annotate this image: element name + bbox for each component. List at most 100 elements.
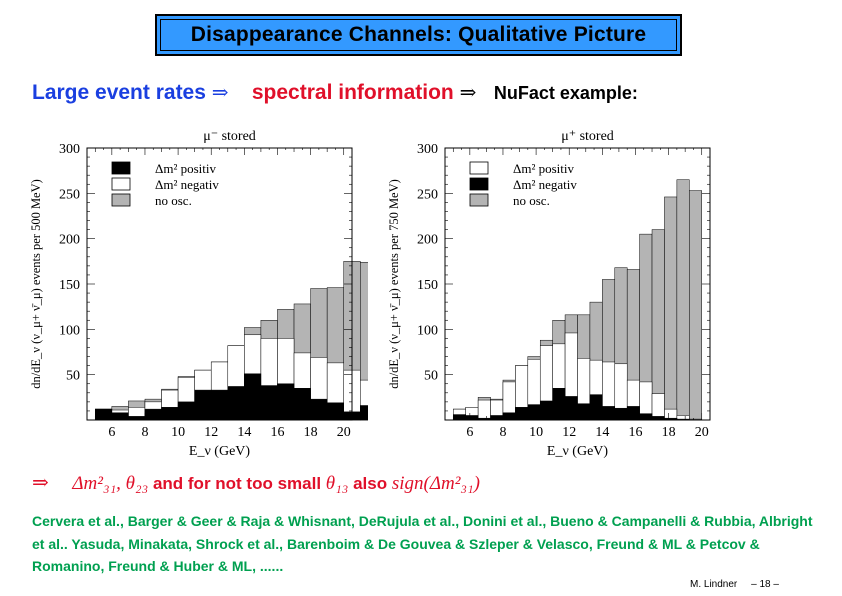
bar-gray-16 (360, 261, 368, 421)
bar-white-16 (360, 379, 368, 421)
legend-swatch-white (469, 161, 489, 175)
slide-title: Disappearance Channels: Qualitative Pict… (190, 23, 647, 46)
x-tick-label-12: 12 (562, 425, 576, 440)
headline-arrow1: ⇒ (211, 80, 229, 104)
bar-black-3 (490, 415, 504, 421)
panel-title: μ⁺ stored (561, 129, 614, 144)
headline-part3: NuFact example: (493, 83, 638, 103)
y-tick-label-150: 150 (59, 278, 80, 293)
x-tick-label-16: 16 (628, 425, 642, 440)
y-tick-label-50: 50 (424, 369, 438, 384)
legend-label-0: Δm² positiv (513, 161, 575, 176)
bar-black-10 (577, 403, 591, 421)
bar-white-16 (651, 393, 665, 421)
bar-black-9 (564, 396, 578, 421)
legend-swatch-black (469, 177, 489, 191)
bar-black-12 (293, 388, 311, 421)
y-tick-label-200: 200 (417, 233, 438, 248)
headline-arrow2: ⇒ (459, 80, 477, 104)
x-tick-label-8: 8 (499, 425, 506, 440)
x-tick-label-10: 10 (529, 425, 543, 440)
bar-black-16 (651, 416, 665, 421)
footer-page: – 18 – (751, 579, 779, 590)
bar-black-0 (453, 414, 466, 421)
x-tick-label-18: 18 (662, 425, 676, 440)
y-tick-label-200: 200 (59, 233, 80, 248)
bar-black-5 (177, 401, 195, 421)
x-tick-label-14: 14 (237, 425, 251, 440)
x-tick-label-14: 14 (595, 425, 609, 440)
bar-gray-16 (651, 229, 665, 421)
x-tick-label-20: 20 (337, 425, 351, 440)
x-tick-label-8: 8 (141, 425, 148, 440)
bar-black-4 (502, 412, 516, 421)
bar-black-15 (639, 413, 653, 421)
y-tick-label-250: 250 (59, 187, 80, 202)
x-tick-label-12: 12 (204, 425, 218, 440)
bar-black-8 (552, 388, 566, 421)
footer: M. Lindner – 18 – (690, 579, 779, 590)
legend-label-1: Δm² negativ (155, 177, 219, 192)
bar-gray-18 (676, 179, 690, 421)
bar-black-11 (589, 394, 603, 421)
bar-black-6 (194, 389, 212, 421)
bar-black-13 (310, 398, 328, 421)
chart-mu-minus: 6 8 10 12 14 16 18 20 E_ν (GeV) 50 100 150 200 250 300… (29, 129, 368, 459)
bar-gray-17 (664, 196, 678, 421)
y-tick-label-100: 100 (59, 323, 80, 338)
x-tick-label-18: 18 (304, 425, 318, 440)
bar-black-14 (326, 402, 344, 421)
y-tick-label-300: 300 (59, 142, 80, 157)
chart-mu-plus: 6 8 10 12 14 16 18 20 E_ν (GeV) 50 100 150 200 250 300… (387, 129, 711, 459)
bar-black-9 (244, 373, 262, 421)
conclusion-arrow: ⇒ (32, 470, 49, 494)
legend-swatch-white (111, 177, 131, 191)
legend-swatch-gray (469, 193, 489, 207)
panel-title: μ⁻ stored (203, 129, 256, 144)
bar-black-6 (527, 404, 541, 421)
y-tick-label-50: 50 (66, 369, 80, 384)
x-tick-label-10: 10 (171, 425, 185, 440)
headline-part2: spectral information (251, 81, 454, 104)
bar-white-2 (477, 399, 491, 421)
headline-part1: Large event rates (32, 81, 206, 104)
x-tick-label-6: 6 (108, 425, 115, 440)
bar-black-1 (465, 415, 479, 421)
x-axis-label: E_ν (GeV) (547, 444, 608, 459)
legend-label-2: no osc. (155, 193, 192, 208)
x-axis-label: E_ν (GeV) (189, 444, 250, 459)
bar-black-16 (360, 405, 368, 421)
legend-label-1: Δm² negativ (513, 177, 577, 192)
y-tick-label-150: 150 (417, 278, 438, 293)
conclusion-text-1: and for not too small (152, 474, 322, 493)
conclusion-symbol-1: Δm²₃₁, θ₂₃ (72, 473, 149, 494)
y-tick-label-250: 250 (417, 187, 438, 202)
bar-black-12 (602, 406, 616, 421)
conclusion-line: ⇒ Δm²₃₁, θ₂₃ and for not too small θ₁₃ a… (32, 470, 480, 495)
x-tick-label-16: 16 (270, 425, 284, 440)
conclusion-text-2: also (353, 474, 388, 493)
bar-black-5 (515, 407, 529, 421)
y-tick-label-100: 100 (417, 323, 438, 338)
bar-black-8 (227, 386, 245, 421)
conclusion-symbol-2: θ₁₃ (325, 473, 349, 494)
bar-black-13 (614, 407, 628, 421)
title-box: Disappearance Channels: Qualitative Pict… (155, 14, 682, 56)
footer-author: M. Lindner (690, 579, 738, 590)
bar-black-11 (277, 383, 295, 421)
x-tick-label-6: 6 (466, 425, 473, 440)
title-inner-frame (160, 19, 677, 51)
conclusion-symbol-3: sign(Δm²₃₁) (391, 473, 480, 494)
bar-black-7 (210, 389, 229, 421)
y-axis-label: dn/dE_ν (ν_μ+ ν̄_μ) events per 750 MeV) (387, 179, 401, 389)
y-tick-label-300: 300 (417, 142, 438, 157)
y-axis-label: dn/dE_ν (ν_μ+ ν̄_μ) events per 500 MeV) (29, 179, 43, 389)
bar-black-7 (539, 400, 553, 421)
legend-swatch-gray (111, 193, 131, 207)
headline: Large event rates ⇒ spectral information… (32, 80, 638, 105)
legend-label-0: Δm² positiv (155, 161, 217, 176)
bar-black-14 (626, 406, 640, 421)
bar-black-10 (260, 385, 278, 421)
references: Cervera et al., Barger & Geer & Raja & W… (32, 513, 813, 574)
legend-swatch-black (111, 161, 131, 175)
